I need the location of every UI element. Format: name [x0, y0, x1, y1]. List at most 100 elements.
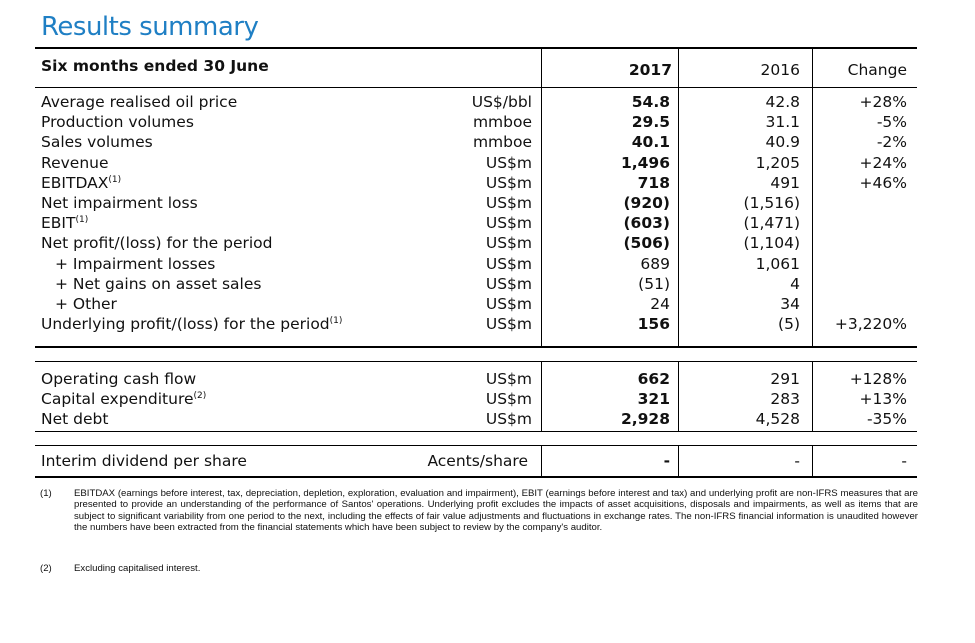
- row-unit: US$m: [485, 370, 532, 388]
- footnote-ref: (1): [108, 174, 122, 185]
- row-label-text: + Other: [55, 295, 117, 313]
- footnote-number: (1): [40, 488, 52, 499]
- row-value-2017: 40.1: [631, 133, 670, 152]
- row-value-2017: 24: [650, 295, 670, 313]
- row-value-2017: 718: [637, 173, 670, 192]
- row-value-2016: 283: [770, 390, 800, 408]
- row-change: +46%: [859, 173, 907, 192]
- row-value-2017: 321: [637, 390, 670, 408]
- footnote-text: EBITDAX (earnings before interest, tax, …: [74, 488, 918, 533]
- row-value-2016: 42.8: [765, 93, 800, 111]
- row-value-2016: 40.9: [765, 133, 800, 152]
- row-change: +13%: [859, 390, 907, 408]
- col-divider-2-s2: [678, 362, 679, 431]
- section3-top-rule: [35, 445, 917, 446]
- row-value-2016: 4,528: [755, 410, 800, 428]
- row-value-2017: (920): [623, 194, 670, 212]
- footnote-ref: (1): [75, 215, 89, 226]
- row-value-2017: 54.8: [631, 93, 670, 111]
- row-value-2017: 29.5: [631, 113, 670, 132]
- footnote: (1) EBITDAX (earnings before interest, ta…: [40, 488, 920, 568]
- dividend-unit: Acents/share: [427, 452, 528, 470]
- row-change: +128%: [849, 370, 907, 388]
- row-label: Net debt: [41, 409, 108, 429]
- row-label: + Net gains on asset sales: [55, 274, 261, 294]
- footnote-ref: (2): [193, 391, 207, 401]
- footnote-number: (2): [40, 563, 52, 574]
- row-change: +3,220%: [834, 315, 907, 334]
- row-value-2016: 491: [770, 173, 800, 192]
- row-label-text: Average realised oil price: [41, 93, 238, 111]
- row-value-2017: 1,496: [620, 153, 670, 172]
- row-value-2017: 156: [637, 315, 670, 334]
- row-label-text: EBIT: [41, 214, 76, 233]
- row-label-text: Underlying profit/(loss) for the period: [41, 315, 330, 334]
- row-unit: mmboe: [472, 133, 532, 152]
- row-value-2016: (1,104): [743, 234, 800, 253]
- row-label-text: Sales volumes: [41, 133, 153, 152]
- row-value-2016: 31.1: [765, 113, 800, 132]
- row-unit: US$m: [485, 234, 532, 253]
- row-label-text: Operating cash flow: [41, 370, 197, 388]
- col-divider-1: [541, 49, 542, 346]
- row-unit: US$m: [485, 274, 532, 293]
- header-change: Change: [847, 61, 907, 79]
- row-label: Underlying profit/(loss) for the period(…: [41, 314, 342, 334]
- col-divider-1-s3: [541, 446, 542, 476]
- row-unit: US$m: [485, 390, 532, 408]
- row-change: -5%: [876, 113, 907, 132]
- row-value-2016: 34: [780, 295, 800, 313]
- row-value-2017: (506): [623, 234, 670, 253]
- row-label: EBITDAX(1): [41, 173, 121, 193]
- dividend-label: Interim dividend per share: [41, 452, 247, 470]
- row-label-text: Capital expenditure: [41, 390, 194, 408]
- row-value-2016: 1,061: [755, 254, 800, 273]
- row-value-2016: (1,471): [743, 214, 800, 233]
- row-label: Production volumes: [41, 112, 194, 132]
- section1-bottom-rule: [35, 346, 917, 348]
- col-divider-3-s3: [812, 446, 813, 476]
- dividend-2017: -: [663, 452, 670, 470]
- row-value-2016: 4: [790, 274, 800, 293]
- row-label-text: EBITDAX: [41, 173, 109, 192]
- row-value-2016: (5): [778, 315, 800, 334]
- row-label-text: Net impairment loss: [41, 194, 198, 212]
- dividend-2016: -: [794, 452, 800, 470]
- row-label-text: Net debt: [41, 410, 109, 428]
- col-divider-3-s2: [812, 362, 813, 431]
- col-divider-2: [678, 49, 679, 346]
- table-bottom-rule: [35, 476, 917, 478]
- row-label: Revenue: [41, 153, 109, 173]
- row-unit: mmboe: [472, 113, 532, 132]
- footnote-ref: (1): [329, 316, 343, 327]
- row-change: +28%: [859, 93, 907, 111]
- row-value-2016: 1,205: [755, 153, 800, 172]
- row-label-text: Net profit/(loss) for the period: [41, 234, 273, 253]
- row-label: Operating cash flow: [41, 369, 196, 389]
- row-unit: US$m: [485, 295, 532, 313]
- row-label-text: + Impairment losses: [55, 254, 216, 273]
- col-divider-1-s2: [541, 362, 542, 431]
- row-label: Average realised oil price: [41, 92, 237, 112]
- table-top-rule: [35, 47, 917, 49]
- col-divider-2-s3: [678, 446, 679, 476]
- section2-bottom-rule: [35, 431, 917, 432]
- header-rule: [35, 87, 917, 88]
- row-unit: US$m: [485, 410, 532, 428]
- row-value-2017: 689: [640, 254, 670, 273]
- col-divider-3: [812, 49, 813, 346]
- row-value-2016: 291: [770, 370, 800, 388]
- row-value-2016: (1,516): [743, 194, 800, 212]
- row-value-2017: (603): [623, 214, 670, 233]
- row-unit: US$m: [485, 194, 532, 212]
- row-label: Net profit/(loss) for the period: [41, 233, 273, 253]
- row-unit: US$/bbl: [471, 93, 532, 111]
- row-change: +24%: [859, 153, 907, 172]
- page-title: Results summary: [41, 12, 259, 42]
- footnote-text: Excluding capitalised interest.: [74, 563, 201, 574]
- row-label-text: Revenue: [41, 153, 109, 172]
- row-label: EBIT(1): [41, 213, 88, 233]
- footnote: (2) Excluding capitalised interest.: [40, 563, 920, 643]
- section2-top-rule: [35, 361, 917, 362]
- header-2016: 2016: [760, 61, 800, 79]
